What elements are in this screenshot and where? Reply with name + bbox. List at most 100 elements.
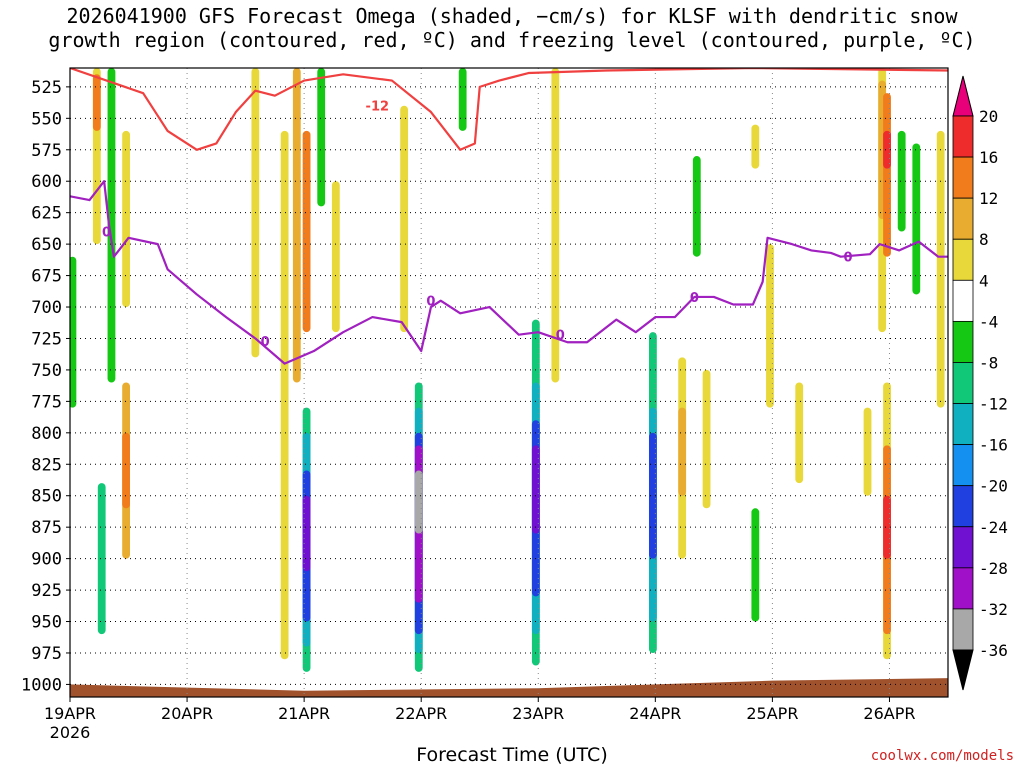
- plot-frame: [69, 67, 949, 698]
- y-tick-label-625: 625: [31, 204, 62, 224]
- x-tick-label-20APR: 20APR: [161, 704, 213, 723]
- y-tick-label-1000: 1000: [21, 675, 62, 695]
- contour-label-5: 0: [843, 251, 852, 266]
- colorbar-box-6: [952, 362, 974, 404]
- omega-cell-10: [292, 68, 301, 383]
- title-line-2: growth region (contoured, red, ºC) and f…: [48, 28, 976, 52]
- colorbar-label-9: -20: [979, 477, 1008, 496]
- contour-label-6: -12: [366, 100, 390, 115]
- grid-lines: [69, 68, 948, 697]
- y-tick-label-750: 750: [31, 361, 62, 381]
- x-tick-label-23APR: 23APR: [512, 704, 564, 723]
- x-axis-label: Forecast Time (UTC): [416, 744, 608, 766]
- x-tick-label-24APR: 24APR: [629, 704, 681, 723]
- y-tick-label-525: 525: [31, 78, 62, 98]
- omega-cell-23: [400, 105, 409, 333]
- y-tick-label-700: 700: [31, 298, 62, 318]
- omega-cell-22: [414, 470, 423, 534]
- x-tick-label-22APR: 22APR: [395, 704, 447, 723]
- omega-cell-37: [751, 124, 760, 169]
- colorbar-label-13: -36: [979, 641, 1008, 660]
- title-line-1: 2026041900 GFS Forecast Omega (shaded, −…: [66, 4, 958, 28]
- contour-label-2: 0: [426, 295, 435, 310]
- omega-cell-5: [122, 432, 130, 509]
- terrain-fill: [70, 678, 948, 697]
- omega-cell-1: [92, 74, 101, 131]
- omega-cell-36: [692, 156, 701, 257]
- contour-label-1: 0: [261, 335, 270, 350]
- x-tick-sublabel-19APR: 2026: [50, 723, 91, 742]
- y-tick-label-650: 650: [31, 235, 62, 255]
- omega-cell-7: [70, 256, 77, 408]
- omega-cell-50: [912, 143, 921, 295]
- freezing-level-contour: [70, 180, 948, 365]
- omega-cell-16: [317, 68, 326, 207]
- colorbar-label-4: 4: [979, 271, 989, 290]
- y-tick-label-975: 975: [31, 644, 62, 664]
- omega-cell-2: [107, 68, 116, 383]
- omega-cell-44: [883, 93, 891, 257]
- colorbar-box-5: [952, 320, 974, 363]
- credit-text: coolwx.com/models: [870, 748, 1014, 764]
- contour-label-3: 0: [556, 329, 565, 344]
- y-tick-label-775: 775: [31, 392, 62, 412]
- contour-label-4: 0: [690, 291, 699, 306]
- y-tick-label-600: 600: [31, 172, 62, 192]
- y-tick-label-725: 725: [31, 329, 62, 349]
- colorbar-label-10: -24: [979, 518, 1008, 537]
- x-tick-label-21APR: 21APR: [278, 704, 330, 723]
- colorbar-box-2: [952, 197, 974, 240]
- y-tick-label-825: 825: [31, 455, 62, 475]
- colorbar-label-3: 8: [979, 230, 989, 249]
- omega-cell-38: [751, 508, 760, 622]
- omega-cell-41: [863, 407, 872, 496]
- omega-cell-28: [531, 445, 540, 534]
- omega-cell-49: [897, 130, 906, 232]
- colorbar-label-5: -4: [979, 312, 998, 331]
- y-tick-label-675: 675: [31, 267, 62, 287]
- omega-cell-6: [97, 483, 106, 635]
- page-title: 2026041900 GFS Forecast Omega (shaded, −…: [0, 4, 1024, 52]
- omega-cell-39: [766, 244, 774, 408]
- colorbar-box-0: [952, 115, 974, 158]
- omega-cell-3: [122, 130, 130, 308]
- colorbar-label-0: 20: [979, 107, 998, 126]
- omega-cell-15: [302, 495, 311, 572]
- colorbar-box-9: [952, 485, 974, 528]
- omega-shading: [70, 68, 945, 672]
- omega-cell-11: [302, 130, 311, 333]
- omega-cell-17: [331, 181, 340, 333]
- colorbar-box-10: [952, 526, 974, 569]
- colorbar-label-1: 16: [979, 148, 998, 167]
- y-tick-label-950: 950: [31, 613, 62, 633]
- omega-cell-34: [678, 407, 687, 496]
- y-axis: 525 550 575 600 625 650 675 700 725 750 775 800 825 8…: [21, 78, 70, 695]
- colorbar-box-11: [952, 567, 974, 610]
- omega-cell-35: [702, 369, 711, 509]
- colorbar-box-1: [952, 156, 974, 199]
- y-tick-label-800: 800: [31, 424, 62, 444]
- omega-cell-29: [551, 68, 560, 383]
- omega-cell-48: [883, 495, 891, 559]
- colorbar-label-2: 12: [979, 189, 998, 208]
- x-tick-label-26APR: 26APR: [863, 704, 915, 723]
- colorbar-top-arrow: [952, 75, 974, 117]
- contour-label-0: 0: [102, 226, 111, 241]
- x-tick-label-25APR: 25APR: [746, 704, 798, 723]
- colorbar-bottom-arrow: [952, 649, 974, 691]
- colorbar-box-12: [952, 608, 974, 651]
- y-tick-label-925: 925: [31, 581, 62, 601]
- omega-cell-51: [936, 130, 945, 408]
- y-tick-label-850: 850: [31, 487, 62, 507]
- y-tick-label-875: 875: [31, 518, 62, 538]
- colorbar-box-8: [952, 444, 974, 487]
- colorbar-box-4: [952, 279, 974, 322]
- y-tick-label-550: 550: [31, 109, 62, 129]
- colorbar-label-12: -32: [979, 600, 1008, 619]
- dendritic-zone-contour: [70, 68, 948, 151]
- omega-cell-24: [458, 68, 467, 131]
- x-tick-label-19APR: 19APR: [44, 704, 96, 723]
- omega-cell-9: [280, 130, 289, 660]
- y-tick-label-900: 900: [31, 550, 62, 570]
- colorbar-label-7: -12: [979, 395, 1008, 414]
